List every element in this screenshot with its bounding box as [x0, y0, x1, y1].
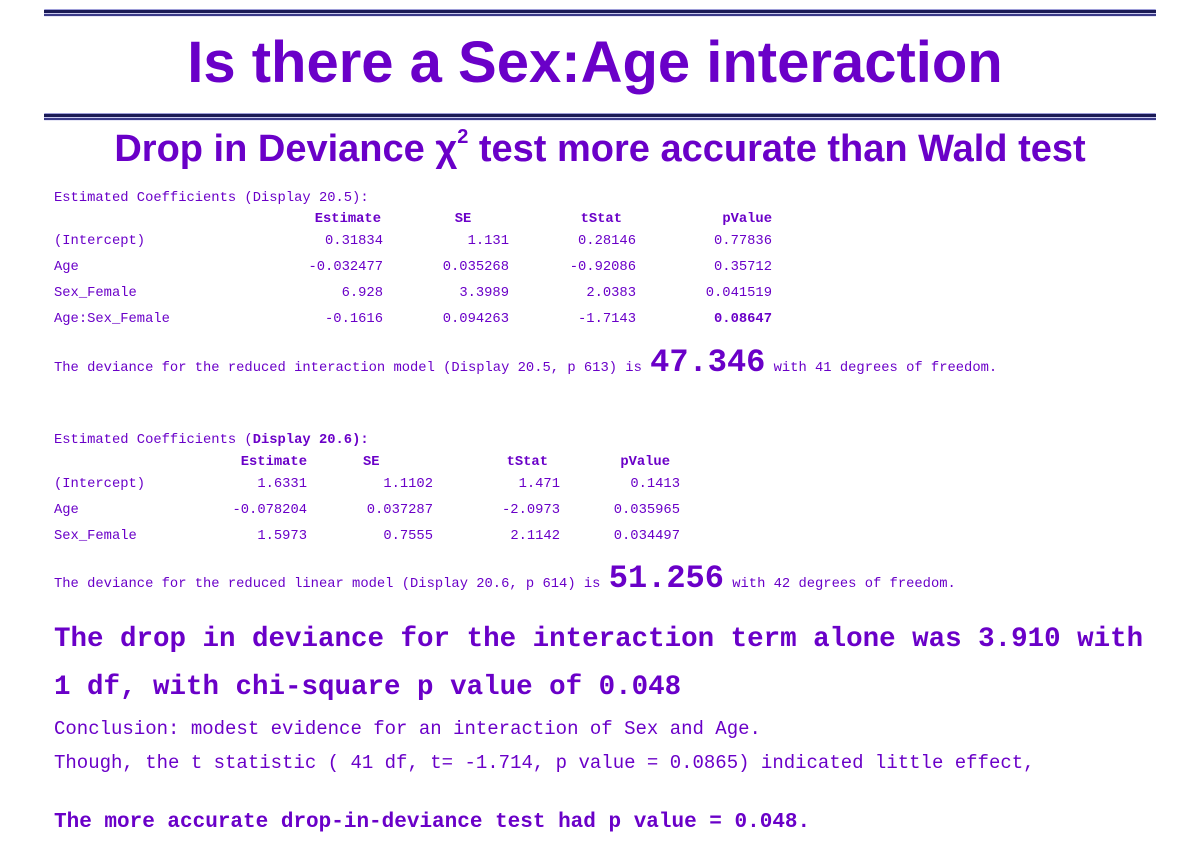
header-cell: Estimate — [314, 211, 381, 227]
cell: 3.3989 — [459, 285, 509, 301]
subtitle-text-rest: test more accurate than Wald test — [468, 128, 1086, 170]
wald-test-note: Though, the t statistic ( 41 df, t= -1.7… — [54, 752, 1035, 774]
cell: 2.0383 — [586, 285, 636, 301]
table1-caption: Estimated Coefficients (Display 20.5): — [54, 191, 369, 206]
cell: 0.034497 — [613, 528, 680, 544]
table2-caption: Estimated Coefficients (Display 20.6): — [54, 433, 369, 448]
cell: 6.928 — [341, 285, 383, 301]
header-cell: SE — [454, 211, 472, 227]
table-header-row: Estimate SE tStat pValue — [54, 210, 772, 228]
cell: -0.92086 — [569, 259, 636, 275]
table-row: Age -0.032477 0.035268 -0.92086 0.35712 — [54, 254, 772, 280]
top-divider — [44, 9, 1156, 17]
deviance-linear-text: The deviance for the reduced linear mode… — [54, 563, 1144, 598]
chi-square-superscript: 2 — [457, 126, 469, 148]
header-cell: tStat — [506, 454, 548, 470]
cell: -0.032477 — [308, 259, 383, 275]
cell: -0.078204 — [232, 502, 307, 518]
row-name: (Intercept) — [54, 476, 146, 492]
header-cell: Estimate — [240, 454, 307, 470]
table-row: Sex_Female 6.928 3.3989 2.0383 0.041519 — [54, 280, 772, 306]
header-cell: tStat — [580, 211, 622, 227]
subtitle-text: Drop in Deviance χ — [114, 128, 458, 170]
coefficients-table-interaction: Estimate SE tStat pValue (Intercept) 0.3… — [54, 210, 772, 332]
deviance-value: 47.346 — [650, 344, 766, 381]
cell: 0.035268 — [442, 259, 509, 275]
header-cell: SE — [363, 454, 380, 470]
conclusion-text: Conclusion: modest evidence for an inter… — [54, 718, 761, 740]
table-header-row: Estimate SE tStat pValue — [54, 453, 680, 471]
final-statement: The more accurate drop-in-deviance test … — [54, 811, 811, 834]
slide-title: Is there a Sex:Age interaction — [187, 30, 1003, 95]
cell: 0.7555 — [383, 528, 433, 544]
row-name: Age — [54, 502, 79, 518]
caption-bold: Display 20.6): — [252, 433, 369, 448]
cell: 1.5973 — [257, 528, 307, 544]
row-name: Age:Sex_Female — [54, 311, 170, 327]
deviance-text-rest: with 41 degrees of freedom. — [765, 361, 998, 376]
cell: -1.7143 — [578, 311, 636, 327]
header-cell: pValue — [722, 211, 772, 227]
cell: 0.77836 — [714, 233, 772, 249]
cell: 0.31834 — [325, 233, 383, 249]
cell: -2.0973 — [502, 502, 560, 518]
cell: 1.1102 — [383, 476, 433, 492]
cell: 1.6331 — [257, 476, 307, 492]
drop-in-deviance-statement: The drop in deviance for the interaction… — [54, 624, 1144, 703]
cell: 1.471 — [518, 476, 560, 492]
cell: 2.1142 — [510, 528, 560, 544]
cell: 0.035965 — [613, 502, 680, 518]
cell: -0.1616 — [325, 311, 383, 327]
slide-subtitle: Drop in Deviance χ2 test more accurate t… — [0, 126, 1190, 172]
cell: 1.131 — [467, 233, 509, 249]
table-row: (Intercept) 1.6331 1.1102 1.471 0.1413 — [54, 471, 680, 497]
header-cell — [54, 453, 204, 471]
row-name: Sex_Female — [54, 285, 137, 301]
title-divider — [44, 113, 1156, 121]
deviance-value: 51.256 — [608, 560, 724, 597]
deviance-text: The deviance for the reduced interaction… — [54, 361, 651, 376]
row-name: Sex_Female — [54, 528, 137, 544]
table-row: Age -0.078204 0.037287 -2.0973 0.035965 — [54, 497, 680, 523]
table-row: Sex_Female 1.5973 0.7555 2.1142 0.034497 — [54, 523, 680, 549]
cell: 0.041519 — [705, 285, 772, 301]
highlighted-pvalue: 0.08647 — [714, 311, 772, 327]
deviance-interaction-text: The deviance for the reduced interaction… — [54, 347, 1144, 382]
cell: 0.35712 — [714, 259, 772, 275]
deviance-text: The deviance for the reduced linear mode… — [54, 577, 609, 592]
caption-text: Estimated Coefficients ( — [54, 433, 253, 448]
deviance-text-rest: with 42 degrees of freedom. — [723, 577, 956, 592]
header-cell: pValue — [620, 454, 670, 470]
coefficients-table-linear: Estimate SE tStat pValue (Intercept) 1.6… — [54, 453, 680, 549]
header-cell — [54, 210, 230, 228]
table-row: Age:Sex_Female -0.1616 0.094263 -1.7143 … — [54, 306, 772, 332]
cell: 0.1413 — [630, 476, 680, 492]
cell: 0.28146 — [578, 233, 636, 249]
cell: 0.037287 — [366, 502, 433, 518]
cell: 0.094263 — [442, 311, 509, 327]
table-row: (Intercept) 0.31834 1.131 0.28146 0.7783… — [54, 228, 772, 254]
row-name: (Intercept) — [54, 233, 146, 249]
row-name: Age — [54, 259, 79, 275]
